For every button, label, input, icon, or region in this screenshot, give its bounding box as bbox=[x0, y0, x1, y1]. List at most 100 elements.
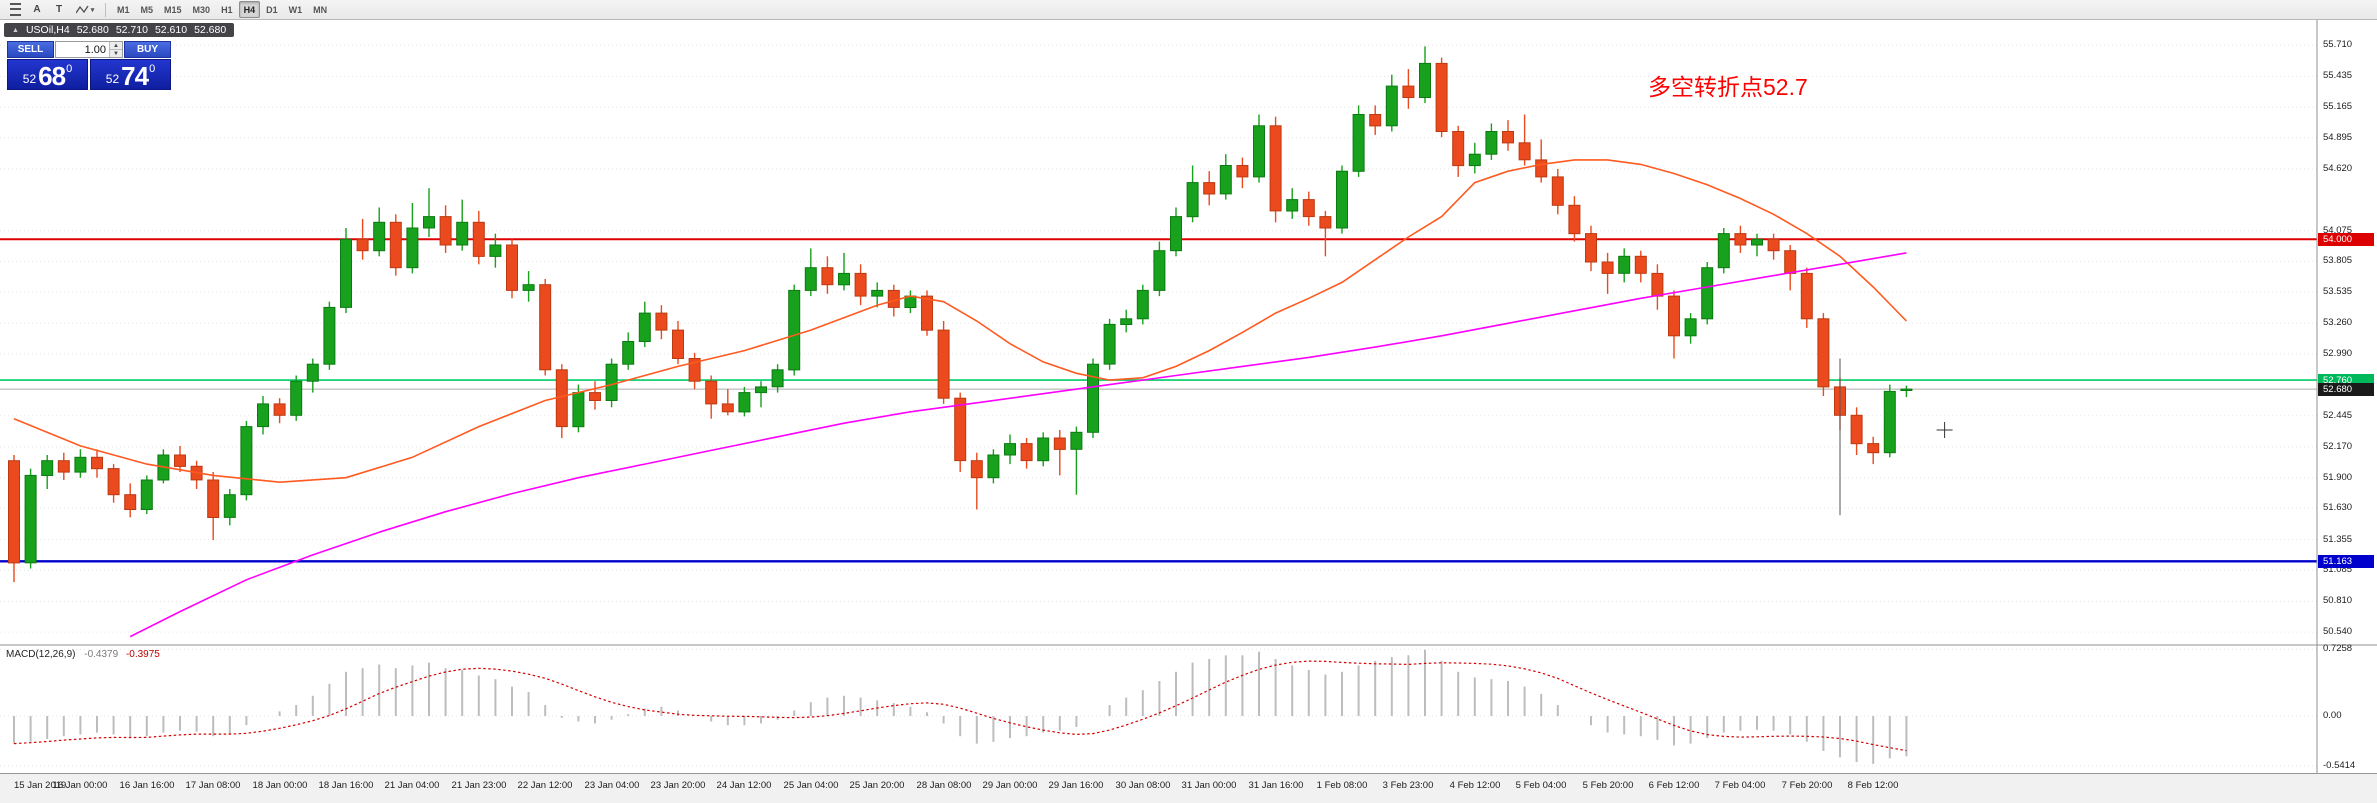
time-axis-label: 4 Feb 12:00 bbox=[1449, 780, 1501, 791]
candle-body bbox=[655, 312, 668, 331]
candle-body bbox=[1800, 272, 1813, 320]
candle-body bbox=[456, 221, 469, 246]
time-axis-label: 16 Jan 16:00 bbox=[119, 780, 175, 791]
candle-body bbox=[937, 329, 950, 399]
candle-body bbox=[1020, 443, 1033, 462]
candle-body bbox=[1203, 182, 1216, 195]
candle-body bbox=[638, 312, 651, 343]
macd-name: MACD(12,26,9) bbox=[6, 649, 76, 660]
ma-fast-line bbox=[13, 159, 1907, 484]
candle-body bbox=[1186, 182, 1199, 218]
candle-body bbox=[1551, 176, 1564, 206]
timeframe-M5[interactable]: M5 bbox=[140, 4, 154, 15]
chart-text-annotation[interactable]: 多空转折点52.7 bbox=[1648, 74, 1808, 100]
candle-body bbox=[257, 403, 269, 428]
timeframe-M15[interactable]: M15 bbox=[164, 4, 182, 15]
candle-body bbox=[1170, 216, 1182, 252]
candle-body bbox=[506, 244, 518, 291]
time-axis-label: 5 Feb 20:00 bbox=[1582, 780, 1634, 791]
app-toolbar: A T ▾ M1 M5 M15 M30 H1 H4 D1 W1 MN bbox=[0, 0, 2377, 20]
candle-body bbox=[1701, 267, 1714, 320]
time-axis-label: 21 Jan 04:00 bbox=[384, 780, 440, 791]
time-axis-label: 3 Feb 23:00 bbox=[1382, 780, 1434, 791]
candle-body bbox=[1219, 165, 1232, 195]
price-axis-label: 52.990 bbox=[2323, 348, 2353, 359]
macd-indicator-label: MACD(12,26,9) -0.4379 -0.3975 bbox=[6, 649, 160, 660]
timeframe-W1[interactable]: W1 bbox=[288, 4, 303, 15]
candle-body bbox=[1468, 153, 1481, 167]
cursor-tool-button[interactable]: A bbox=[33, 4, 41, 15]
time-axis-label: 7 Feb 20:00 bbox=[1781, 780, 1833, 791]
timeframe-MN[interactable]: MN bbox=[313, 4, 328, 15]
sell-price-button[interactable]: 52 68 0 bbox=[7, 59, 88, 90]
sell-price-big: 68 bbox=[38, 60, 66, 91]
price-axis-label: 51.630 bbox=[2323, 502, 2353, 513]
price-axis-label: 53.805 bbox=[2323, 255, 2353, 266]
volume-increase-button[interactable]: ▲ bbox=[110, 42, 122, 50]
candle-body bbox=[306, 363, 319, 382]
ohlc-close: 52.680 bbox=[194, 24, 227, 36]
price-axis[interactable]: 55.710 55.435 55.165 54.895 54.620 54.075 53.8… bbox=[2317, 20, 2377, 773]
text-tool-button[interactable]: T bbox=[55, 4, 63, 15]
sell-button[interactable]: SELL bbox=[7, 41, 54, 58]
macd-axis-label: 0.7258 bbox=[2323, 643, 2353, 654]
price-axis-label: 55.435 bbox=[2323, 70, 2353, 81]
time-axis-label: 21 Jan 23:00 bbox=[451, 780, 507, 791]
candle-body bbox=[1087, 363, 1099, 433]
macd-signal-line bbox=[13, 660, 1907, 752]
polyline-icon bbox=[75, 5, 89, 13]
polyline-tool-button[interactable]: ▾ bbox=[71, 1, 99, 19]
candle-body bbox=[1883, 390, 1896, 454]
candle-body bbox=[1850, 414, 1863, 445]
candle-body bbox=[1004, 443, 1016, 456]
candle-body bbox=[821, 267, 834, 286]
time-axis-label: 7 Feb 04:00 bbox=[1714, 780, 1766, 791]
candle-body bbox=[771, 369, 784, 388]
timeframe-M30[interactable]: M30 bbox=[192, 4, 211, 15]
time-axis-label: 22 Jan 12:00 bbox=[517, 780, 573, 791]
sell-price-small: 52 bbox=[22, 72, 37, 86]
candle-body bbox=[1867, 443, 1880, 454]
time-axis-label: 5 Feb 04:00 bbox=[1515, 780, 1567, 791]
candle-body bbox=[605, 363, 618, 402]
one-click-trading-panel: SELL ▲ ▼ BUY 52 68 0 52 74 0 bbox=[7, 41, 171, 90]
candle-body bbox=[1070, 431, 1083, 450]
candle-body bbox=[1269, 125, 1282, 212]
time-axis-label: 30 Jan 08:00 bbox=[1115, 780, 1171, 791]
time-axis[interactable]: 15 Jan 2019 16 Jan 00:00 16 Jan 16:00 17 Ja… bbox=[0, 773, 2377, 803]
price-axis-label: 54.895 bbox=[2323, 132, 2353, 143]
menu-button[interactable] bbox=[5, 1, 25, 19]
buy-price-button[interactable]: 52 74 0 bbox=[90, 59, 171, 90]
candle-body bbox=[8, 460, 20, 564]
candle-body bbox=[1767, 238, 1780, 252]
symbol-name: USOil,H4 bbox=[25, 24, 70, 36]
collapse-icon[interactable]: ▲ bbox=[12, 26, 19, 34]
price-axis-label: 53.260 bbox=[2323, 317, 2353, 328]
volume-decrease-button[interactable]: ▼ bbox=[110, 50, 122, 57]
candle-body bbox=[1485, 131, 1498, 155]
candle-body bbox=[1435, 62, 1448, 132]
candle-body bbox=[1385, 85, 1398, 127]
candle-body bbox=[1634, 255, 1647, 274]
buy-price-big: 74 bbox=[121, 60, 149, 91]
timeframe-H1[interactable]: H1 bbox=[221, 4, 233, 15]
time-axis-label: 1 Feb 08:00 bbox=[1316, 780, 1368, 791]
chevron-down-icon: ▾ bbox=[90, 6, 95, 14]
price-axis-label: 52.170 bbox=[2323, 441, 2353, 452]
candle-body bbox=[1053, 437, 1066, 450]
buy-button[interactable]: BUY bbox=[124, 41, 171, 58]
candle-body bbox=[340, 238, 352, 308]
candle-body bbox=[1684, 318, 1697, 337]
candle-body bbox=[1751, 238, 1763, 246]
timeframe-H4[interactable]: H4 bbox=[238, 1, 261, 18]
timeframe-D1[interactable]: D1 bbox=[266, 4, 278, 15]
volume-input[interactable] bbox=[56, 42, 109, 57]
candle-body bbox=[423, 216, 435, 229]
candle-body bbox=[1784, 250, 1797, 274]
volume-field: ▲ ▼ bbox=[55, 41, 123, 58]
price-axis-label: 50.540 bbox=[2323, 626, 2353, 637]
timeframe-M1[interactable]: M1 bbox=[117, 4, 130, 15]
time-axis-label: 16 Jan 00:00 bbox=[52, 780, 108, 791]
candle-body bbox=[788, 289, 801, 371]
